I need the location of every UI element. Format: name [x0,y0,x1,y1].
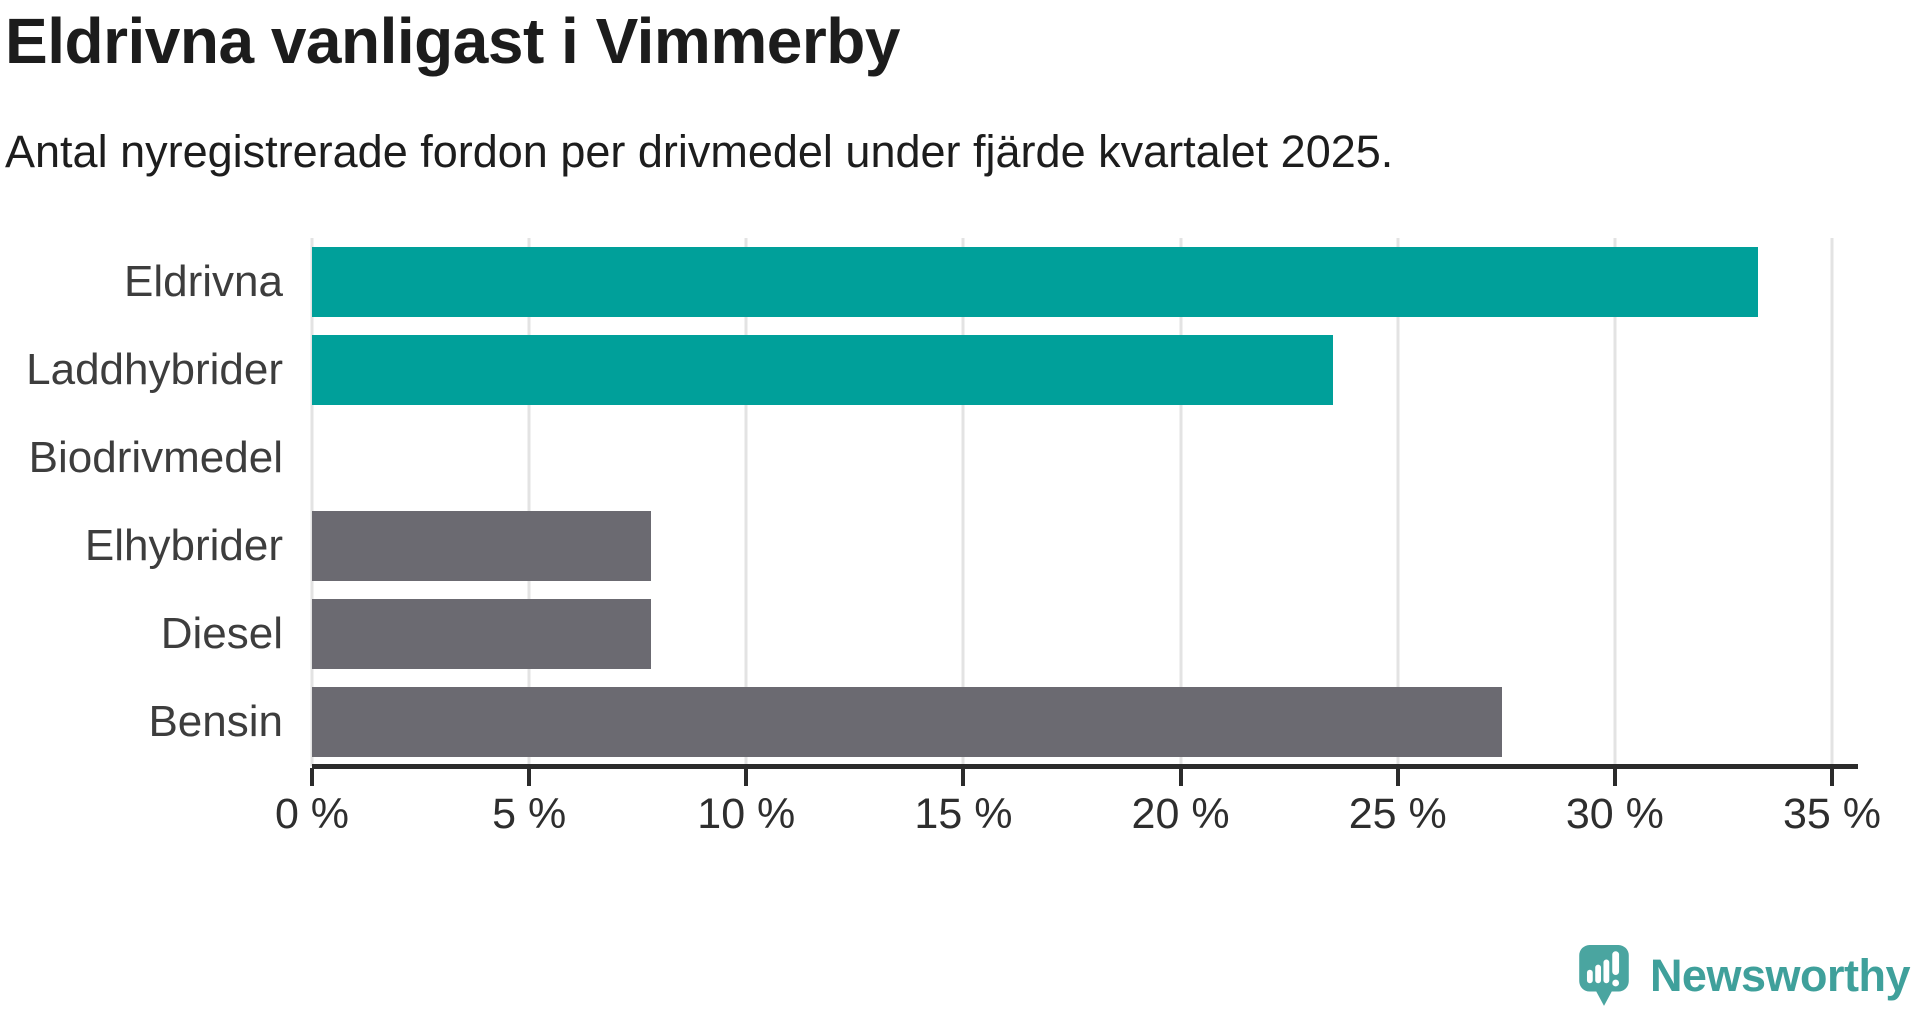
bar-row [312,238,1832,326]
gridline [1396,238,1400,766]
bar [312,687,1502,757]
category-label: Eldrivna [124,257,283,306]
chart-title: Eldrivna vanligast i Vimmerby [5,5,900,77]
category-label: Biodrivmedel [28,433,283,482]
x-axis-tick [1178,768,1183,786]
bar [312,511,651,581]
gridline [961,238,965,766]
gridline [527,238,531,766]
x-axis-tick-label: 10 % [697,790,796,838]
bar [312,247,1759,317]
x-axis-tick [744,768,749,786]
x-axis-tick-label: 20 % [1131,790,1230,838]
x-axis-ticks [310,768,1834,788]
x-axis-tick-label: 15 % [914,790,1013,838]
category-labels: Eldrivna Laddhybrider Biodrivmedel Elhybrid… [0,238,283,766]
gridline [744,238,748,766]
bar-row [312,414,1832,502]
x-axis-tick-label: 35 % [1782,790,1882,838]
category-label: Laddhybrider [26,345,283,394]
x-axis-tick [310,768,314,786]
x-axis-tick [1830,768,1834,786]
x-axis-tick-labels: 0 % 5 % 10 % 15 % 20 % 25 % 30 % 35 % [275,790,1881,840]
newsworthy-logo-text: Newsworthy [1649,950,1911,1001]
category-label: Diesel [160,609,283,658]
x-axis-tick-label: 30 % [1565,790,1664,838]
x-axis-tick-label: 0 % [274,790,350,838]
bar-row [312,678,1832,766]
chart-subtitle: Antal nyregistrerade fordon per drivmede… [5,126,1394,177]
x-axis-tick-label: 25 % [1348,790,1447,838]
x-axis-tick-label: 5 % [492,790,567,838]
gridline [1830,238,1834,766]
x-axis-tick [961,768,966,786]
x-axis-tick [1395,768,1400,786]
bars [312,238,1832,766]
gridline [1613,238,1617,766]
newsworthy-bubble-chart-icon [1579,945,1629,1006]
newsworthy-logo: Newsworthy [1578,944,1911,1008]
bar-row [312,590,1832,678]
x-axis-tick [527,768,532,786]
bar-row [312,326,1832,414]
gridline [1179,238,1183,766]
x-axis-line [312,764,1858,769]
x-axis-tick [1612,768,1617,786]
category-label: Elhybrider [84,521,283,570]
gridline [310,238,314,766]
category-label: Bensin [148,697,283,746]
bar [312,335,1333,405]
plot-area [310,238,1834,766]
bar [312,599,651,669]
bar-row [312,502,1832,590]
